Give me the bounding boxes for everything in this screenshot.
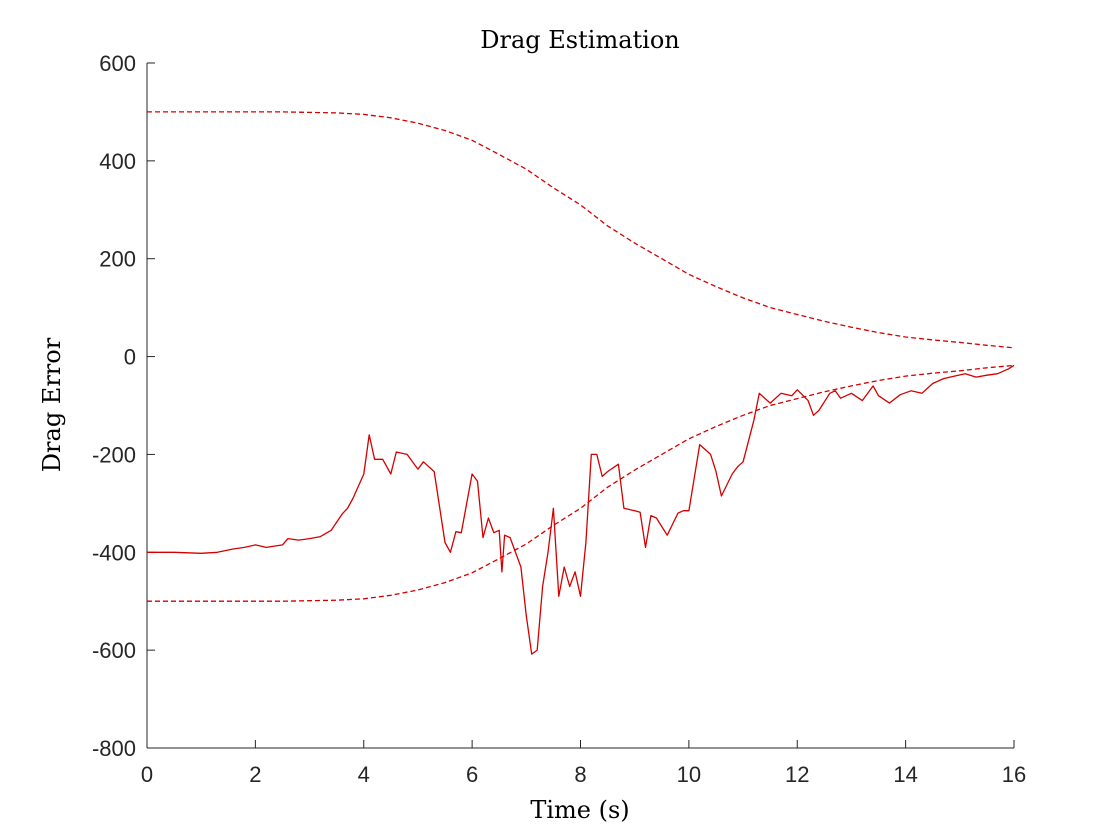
x-tick-label: 10 — [677, 762, 701, 787]
y-tick-label: -600 — [92, 638, 136, 663]
x-tick-label: 16 — [1002, 762, 1026, 787]
y-tick-label: -400 — [92, 540, 136, 565]
y-tick-label: 0 — [124, 345, 136, 370]
x-tick-label: 2 — [249, 762, 261, 787]
y-tick-label: 600 — [99, 51, 136, 76]
lower-bound-line — [147, 364, 1015, 602]
x-axis-title: Time (s) — [530, 796, 629, 824]
y-tick-label: -200 — [92, 442, 136, 467]
x-tick-label: 12 — [785, 762, 809, 787]
x-tick-label: 14 — [893, 762, 917, 787]
drag-error-line — [147, 364, 1015, 655]
x-tick-label: 8 — [574, 762, 586, 787]
y-axis-title: Drag Error — [38, 337, 66, 472]
y-tick-label: 400 — [99, 149, 136, 174]
x-tick-label: 4 — [358, 762, 370, 787]
plot-axes: 0 2 4 6 8 10 12 14 16 -800 -600 -400 -200 0 200 400 600 — [92, 51, 1026, 787]
upper-bound-line — [147, 111, 1015, 349]
chart-title: Drag Estimation — [480, 26, 679, 54]
x-tick-label: 0 — [141, 762, 153, 787]
x-tick-label: 6 — [466, 762, 478, 787]
series-layer — [147, 111, 1015, 655]
y-tick-label: -800 — [92, 736, 136, 761]
y-tick-label: 200 — [99, 247, 136, 272]
